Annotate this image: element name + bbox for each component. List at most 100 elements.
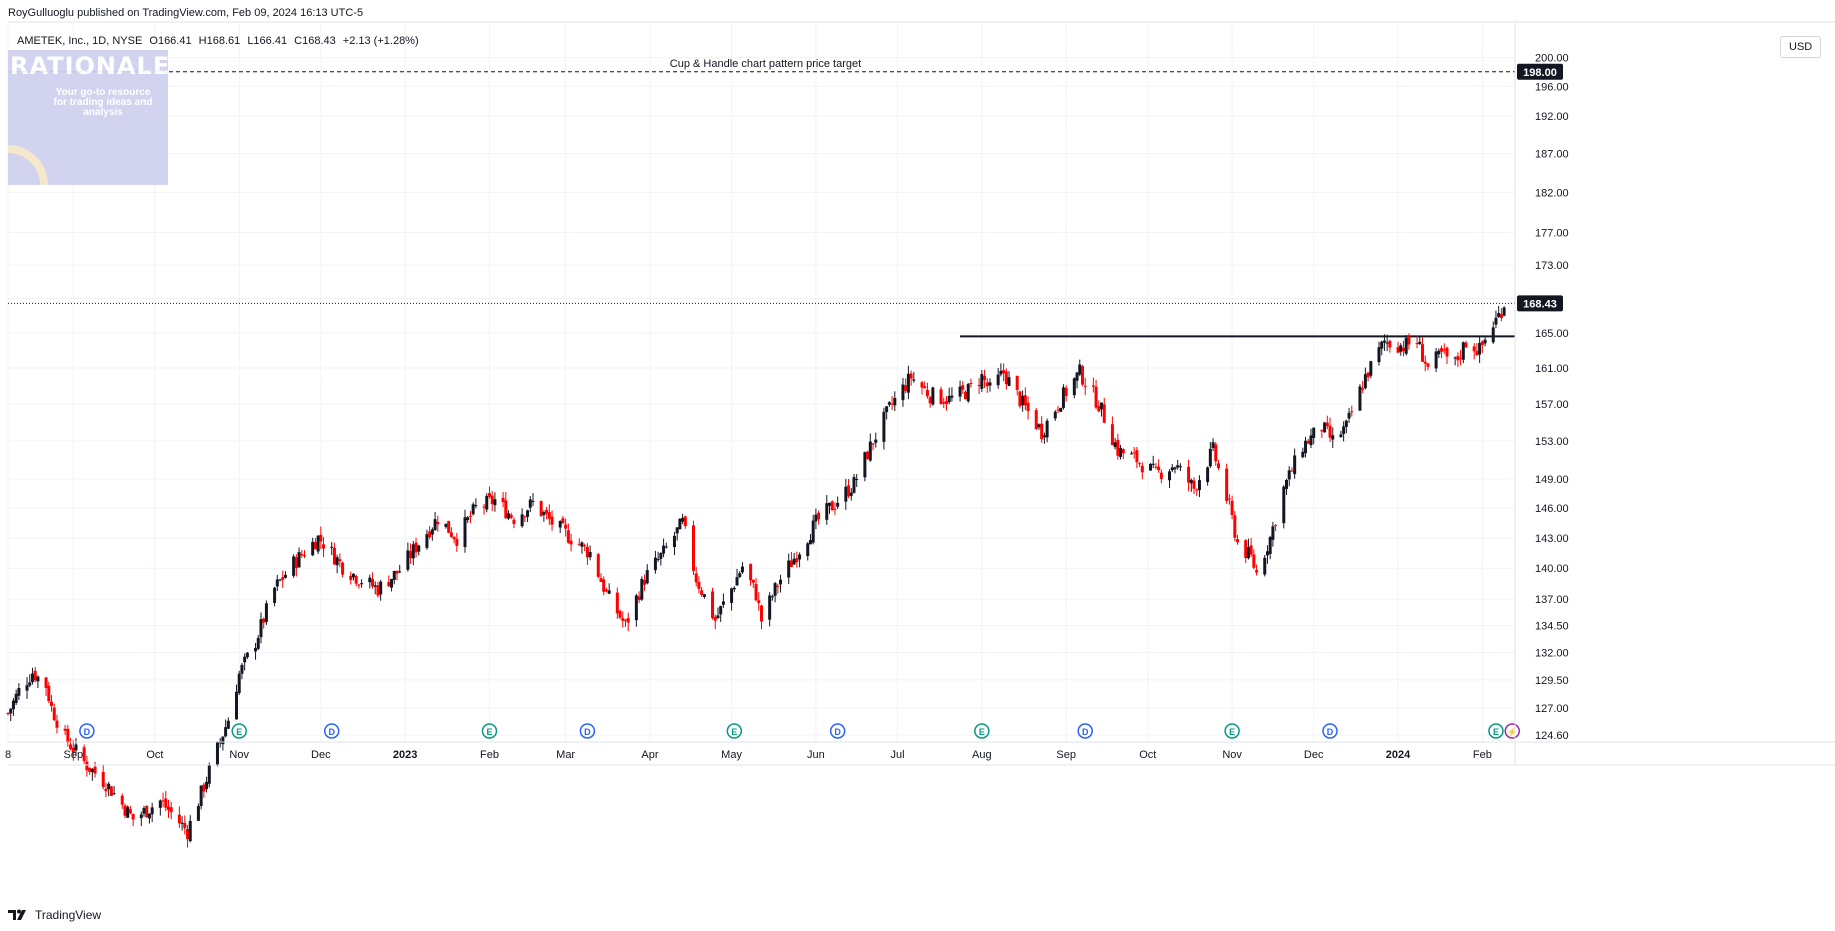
candle-body (523, 516, 527, 518)
event-marker-label: E (236, 727, 242, 737)
ohlc-open: O166.41 (149, 35, 192, 47)
ohlc-change: +2.13 (+1.28%) (342, 35, 419, 47)
candle-body (262, 618, 266, 623)
y-tick-label: 196.00 (1535, 81, 1569, 93)
candle-body (322, 544, 326, 549)
candle-body (1404, 337, 1408, 354)
y-tick-label: 165.00 (1535, 328, 1569, 340)
candle-body (414, 542, 418, 553)
earnings-marker-icon (231, 723, 247, 739)
candle-body (224, 727, 228, 737)
candle-body (466, 517, 470, 521)
candle-body (996, 374, 1000, 386)
candle-body (145, 805, 149, 818)
candle-body (319, 534, 323, 542)
candle-body (1459, 357, 1463, 359)
candle-body (1388, 340, 1392, 348)
candle-body (634, 595, 638, 621)
x-tick-label: Nov (1222, 749, 1242, 761)
candle-body (409, 551, 413, 558)
currency-button[interactable]: USD (1780, 36, 1822, 58)
earnings-marker-icon (974, 723, 990, 739)
candle-body (425, 534, 429, 548)
candle-body (1040, 423, 1044, 440)
candle-body (531, 500, 535, 502)
candle-body (961, 385, 965, 390)
footer-brand[interactable]: TradingView (8, 908, 101, 922)
candle-body (1097, 406, 1101, 412)
dividend-marker-icon (79, 723, 95, 739)
x-tick-label: Sep (1056, 749, 1076, 761)
candle-body (760, 605, 763, 622)
candle-body (501, 497, 505, 503)
candle-body (493, 499, 497, 506)
candle-body (1363, 374, 1367, 389)
candle-body (1116, 439, 1120, 456)
event-marker-label: D (1327, 727, 1334, 737)
candle-body (1078, 364, 1082, 375)
candle-body (1132, 452, 1136, 454)
candle-body (1491, 327, 1495, 343)
candle-body (520, 514, 524, 527)
candle-body (920, 382, 924, 388)
event-marker-label: ⚡ (1507, 726, 1518, 738)
candle-body (1151, 463, 1155, 465)
candle-body (1426, 363, 1430, 367)
publisher-line: RoyGulluoglu published on TradingView.co… (8, 7, 364, 19)
candle-body (640, 578, 644, 600)
candle-body (90, 768, 94, 773)
event-marker-label: E (979, 727, 985, 737)
candle-body (485, 495, 489, 510)
candle-body (390, 578, 394, 588)
candle-body (1287, 470, 1291, 480)
candle-body (1227, 498, 1231, 500)
candle-body (1418, 341, 1422, 345)
dividend-marker-icon (323, 723, 340, 739)
candle-body (1282, 486, 1286, 524)
candle-body (406, 550, 410, 570)
candle-body (906, 373, 910, 393)
candle-body (1328, 425, 1332, 438)
candle-body (338, 559, 342, 562)
candle-body (215, 741, 219, 766)
candle-body (468, 515, 472, 517)
candle-body (969, 382, 973, 384)
candle-body (691, 525, 695, 571)
candle-body (1244, 540, 1248, 558)
candle-body (735, 577, 739, 586)
candle-body (1140, 465, 1144, 473)
x-tick-label: Oct (146, 749, 163, 761)
event-marker-label: D (1082, 727, 1089, 737)
candle-body (1113, 442, 1117, 448)
candle-body (1015, 375, 1019, 390)
candle-body (455, 538, 459, 546)
candle-body (240, 664, 244, 674)
event-marker-label: E (731, 727, 737, 737)
candle-body (243, 656, 247, 663)
candle-body (1246, 547, 1250, 559)
x-tick-label: Jun (807, 749, 825, 761)
candle-body (1159, 472, 1163, 479)
candle-body (656, 559, 660, 561)
candle-body (221, 736, 225, 745)
candle-body (1034, 410, 1038, 430)
earnings-marker-icon (1224, 723, 1240, 739)
candle-body (297, 552, 301, 568)
candle-body (618, 610, 622, 618)
candle-body (607, 590, 611, 594)
candle-body (749, 564, 753, 581)
flash-marker-icon (1504, 723, 1521, 739)
candle-body (1434, 351, 1438, 369)
candle-body (740, 566, 744, 573)
y-tick-label: 127.00 (1535, 703, 1569, 715)
candle-body (787, 560, 791, 578)
candle-body (1026, 402, 1030, 411)
candle-body (349, 575, 353, 580)
last-price-label: 168.43 (1523, 298, 1557, 310)
candle-body (866, 451, 870, 460)
candle-body (977, 384, 981, 386)
candle-body (1382, 340, 1386, 343)
candle-body (1178, 466, 1182, 468)
candle-body (1255, 570, 1259, 573)
